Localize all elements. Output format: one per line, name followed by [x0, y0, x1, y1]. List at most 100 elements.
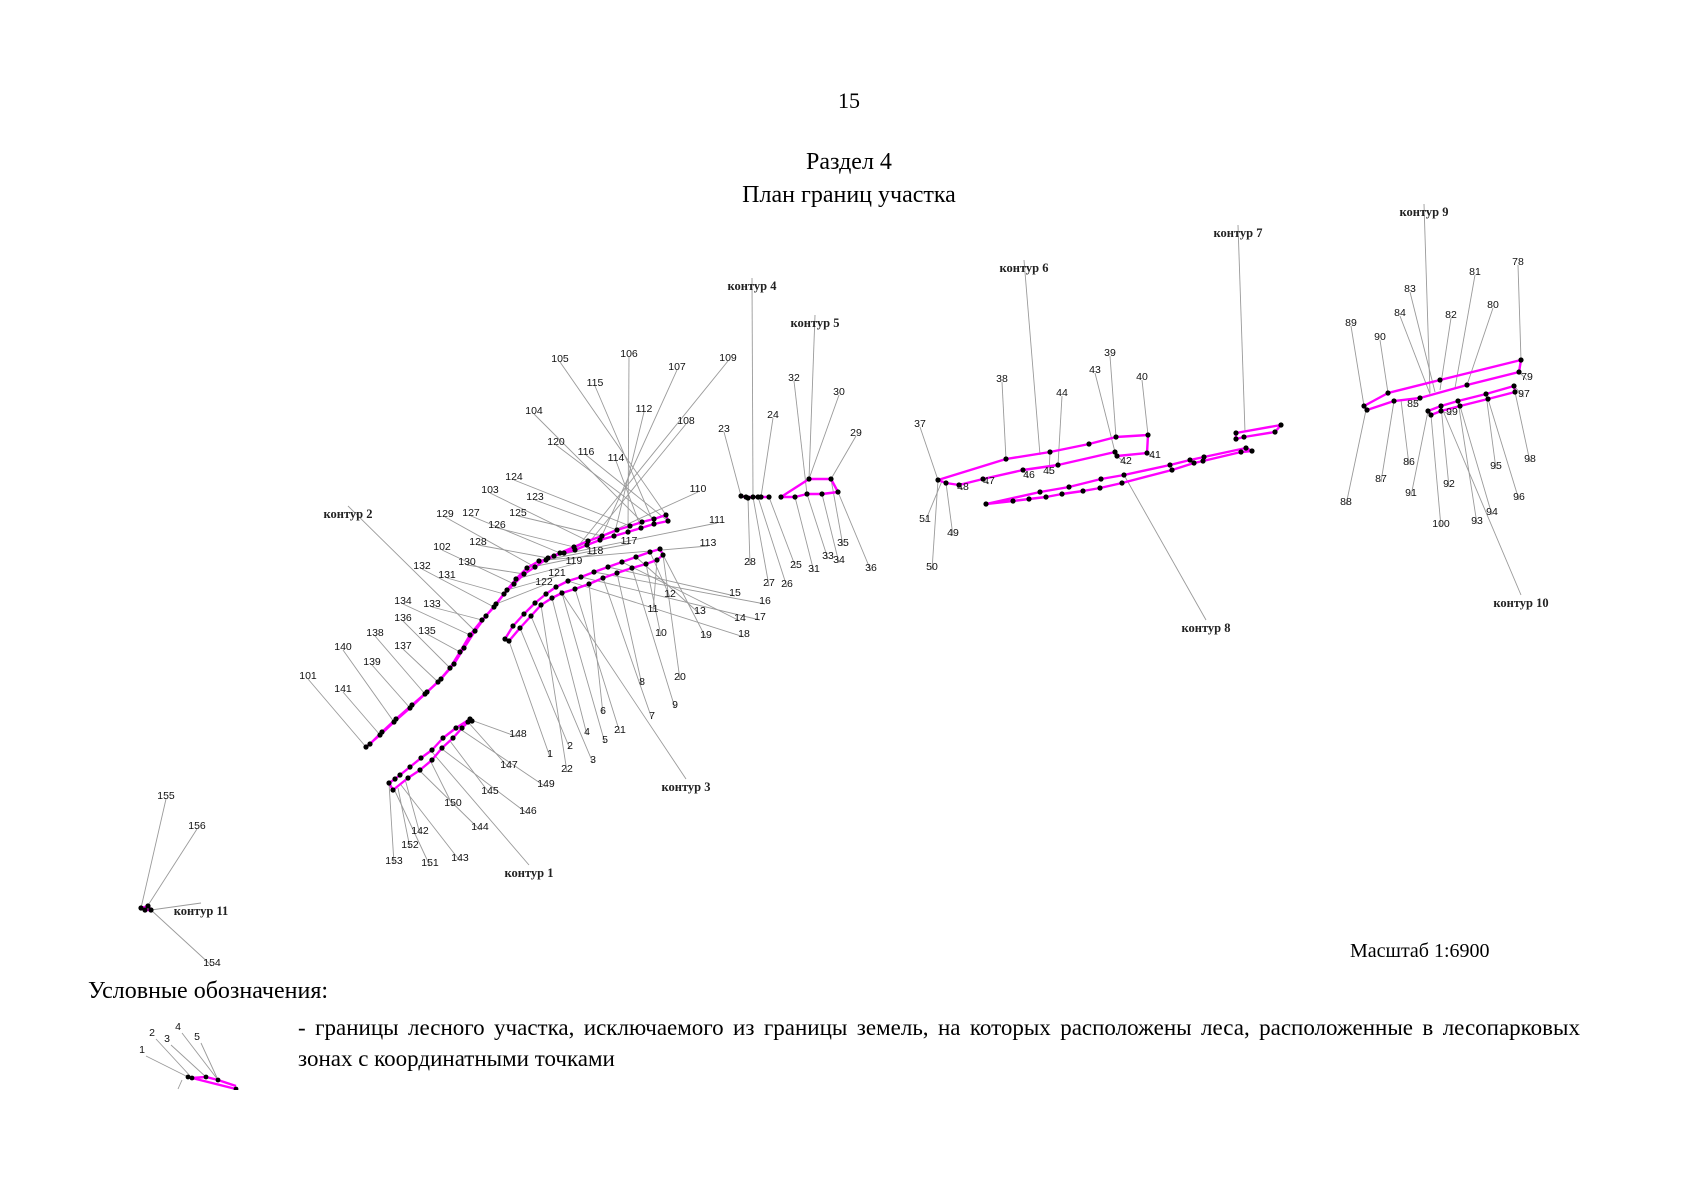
- boundary-point: [792, 494, 798, 500]
- leader-line-98: [1514, 391, 1531, 463]
- leader-line-95: [1485, 393, 1497, 470]
- leader-line-155: [140, 798, 167, 909]
- leader-line-8: [616, 572, 643, 686]
- boundary-point: [1437, 377, 1443, 383]
- boundary-point: [935, 477, 941, 483]
- boundary-point: [506, 638, 512, 644]
- contour-name-leader: [1123, 474, 1207, 621]
- boundary-point: [1241, 434, 1247, 440]
- point-label-140: 140: [334, 641, 352, 653]
- point-label-81: 81: [1469, 266, 1481, 278]
- boundary-point: [660, 552, 666, 558]
- leader-line-17: [580, 576, 761, 621]
- contour-name-leader: [751, 277, 754, 498]
- leader-line-127: [470, 515, 561, 554]
- boundary-point: [738, 493, 744, 499]
- point-label-113: 113: [700, 537, 717, 549]
- boundary-point: [142, 907, 148, 913]
- legend-leader-line: [200, 1042, 219, 1081]
- point-label-6: 6: [600, 705, 606, 717]
- boundary-point: [1121, 472, 1127, 478]
- boundary-point: [1201, 454, 1207, 460]
- boundary-point: [647, 549, 653, 555]
- boundary-point: [625, 529, 631, 535]
- boundary-point: [1113, 434, 1119, 440]
- leader-line-131: [446, 577, 505, 595]
- boundary-point: [619, 559, 625, 565]
- boundary-point: [451, 661, 457, 667]
- leader-line-113: [545, 545, 709, 561]
- boundary-line: [984, 446, 1254, 506]
- boundary-point: [1191, 460, 1197, 466]
- leader-line-49: [945, 482, 954, 537]
- boundary-point: [1055, 462, 1061, 468]
- legend-leader-line: [155, 1038, 193, 1079]
- point-label-117: 117: [621, 535, 638, 547]
- leader-line-101: [307, 678, 367, 748]
- boundary-point: [513, 576, 519, 582]
- leader-line-146: [441, 748, 529, 815]
- boundary-point: [510, 623, 516, 629]
- leader-line-7: [602, 577, 653, 720]
- point-label-123: 123: [526, 491, 544, 503]
- boundary-point: [429, 747, 435, 753]
- contour-label: контур 10: [1493, 596, 1548, 610]
- boundary-point: [943, 480, 949, 486]
- point-label-112: 112: [636, 403, 653, 415]
- point-label-125: 125: [509, 507, 527, 519]
- leader-line-141: [342, 691, 381, 736]
- contour-label: контур 3: [661, 780, 710, 794]
- contour-label: контур 2: [323, 507, 372, 521]
- point-label-44: 44: [1056, 387, 1068, 399]
- point-label-27: 27: [763, 577, 775, 589]
- point-label-100: 100: [1432, 518, 1450, 530]
- leader-line-81: [1454, 274, 1476, 389]
- leader-line-152: [397, 787, 411, 849]
- contour-label: контур 5: [790, 316, 839, 330]
- leader-line-83: [1409, 291, 1436, 393]
- leader-line-33: [806, 493, 829, 560]
- contour-name-leader: [559, 589, 687, 780]
- leader-line-115: [594, 385, 655, 525]
- point-label-15: 15: [729, 587, 741, 599]
- contour-label: контур 8: [1181, 621, 1230, 635]
- boundary-point: [611, 533, 617, 539]
- boundary-point: [1112, 449, 1118, 455]
- leader-line-130: [466, 564, 525, 575]
- leader-line-100: [1430, 414, 1442, 528]
- point-label-129: 129: [436, 508, 454, 520]
- point-label-8: 8: [639, 676, 645, 688]
- leader-line-44: [1057, 395, 1063, 466]
- boundary-point: [528, 613, 534, 619]
- boundary-point: [1187, 457, 1193, 463]
- contour-name-leader: [1440, 405, 1522, 596]
- legend-boundary-point: [233, 1086, 239, 1090]
- contour-11: 154 155 156 контур 11: [138, 790, 228, 969]
- leader-line-5: [561, 592, 606, 744]
- boundary-point: [766, 494, 772, 500]
- point-label-136: 136: [394, 612, 412, 624]
- point-label-148: 148: [509, 728, 527, 740]
- leader-line-128: [477, 544, 549, 559]
- boundary-point: [536, 558, 542, 564]
- boundary-point: [743, 494, 749, 500]
- leader-line-111: [553, 522, 718, 557]
- point-label-105: 105: [551, 353, 569, 365]
- boundary-point: [532, 600, 538, 606]
- leader-line-125: [517, 515, 603, 537]
- point-label-12: 12: [664, 588, 676, 600]
- boundary-point: [386, 780, 392, 786]
- leader-line-37: [919, 426, 939, 481]
- boundary-point: [983, 501, 989, 507]
- contour-9: 78 79 80 81 82 83 84 85 86 87 88 89 90 контур 9: [1340, 203, 1533, 508]
- point-label-32: 32: [788, 372, 800, 384]
- boundary-point: [450, 735, 456, 741]
- boundary-point: [501, 591, 507, 597]
- point-label-94: 94: [1486, 506, 1498, 518]
- boundary-point: [1518, 357, 1524, 363]
- point-label-84: 84: [1394, 307, 1406, 319]
- point-label-104: 104: [525, 405, 543, 417]
